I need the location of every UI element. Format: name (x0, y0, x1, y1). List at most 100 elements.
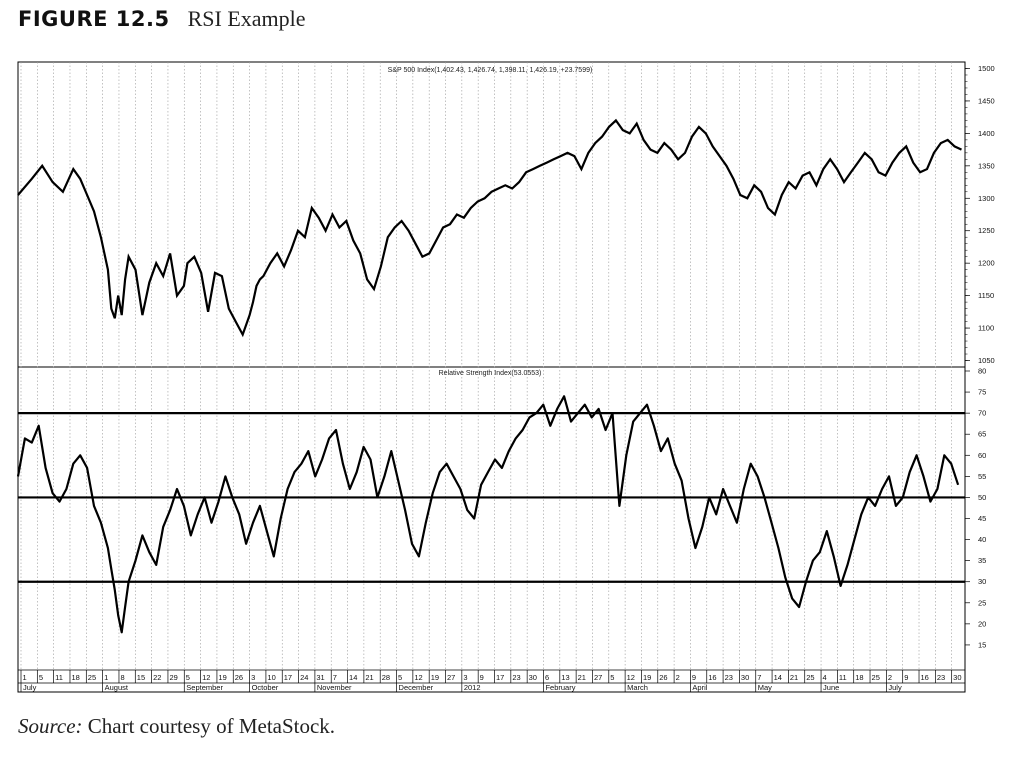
x-tick-label: 29 (169, 673, 177, 682)
y-tick-label: 1050 (978, 356, 995, 365)
month-label: September (186, 683, 223, 692)
x-tick-label: 27 (447, 673, 455, 682)
x-tick-label: 4 (823, 673, 827, 682)
y-tick-label: 1400 (978, 129, 995, 138)
y-tick-label: 75 (978, 388, 986, 397)
month-label: July (888, 683, 902, 692)
x-tick-label: 19 (643, 673, 651, 682)
x-tick-label: 23 (937, 673, 945, 682)
x-tick-label: 30 (953, 673, 961, 682)
month-label: March (627, 683, 648, 692)
x-tick-label: 25 (88, 673, 96, 682)
rsi-chart: 1050110011501200125013001350140014501500… (16, 61, 995, 693)
x-tick-label: 12 (627, 673, 635, 682)
rsi-chart-title: Relative Strength Index(53.0553) (439, 370, 542, 377)
x-tick-label: 5 (610, 673, 614, 682)
x-tick-label: 10 (267, 673, 275, 682)
y-tick-label: 1350 (978, 161, 995, 170)
x-tick-label: 17 (496, 673, 504, 682)
y-tick-label: 1500 (978, 64, 995, 73)
x-tick-label: 22 (153, 673, 161, 682)
x-tick-label: 26 (235, 673, 243, 682)
x-tick-label: 18 (855, 673, 863, 682)
y-tick-label: 1250 (978, 226, 995, 235)
month-label: December (399, 683, 434, 692)
month-label: April (692, 683, 707, 692)
x-tick-label: 16 (708, 673, 716, 682)
month-label: November (317, 683, 352, 692)
y-tick-label: 15 (978, 640, 986, 649)
x-tick-label: 26 (659, 673, 667, 682)
y-tick-label: 80 (978, 367, 986, 376)
x-tick-label: 21 (578, 673, 586, 682)
month-label: June (823, 683, 839, 692)
x-tick-label: 21 (790, 673, 798, 682)
month-label: October (252, 683, 279, 692)
x-tick-label: 2 (676, 673, 680, 682)
x-axis: 1 5 11 18 25 1 8 15 22 29 5 12 19 26 3 10 17 24 31 7 14 21 28 5… (18, 669, 965, 692)
x-tick-label: 9 (480, 673, 484, 682)
month-label: February (545, 683, 575, 692)
y-tick-label: 1450 (978, 96, 995, 105)
month-label: July (23, 683, 37, 692)
x-tick-label: 30 (741, 673, 749, 682)
x-tick-label: 15 (137, 673, 145, 682)
rsi-series-line (16, 395, 960, 634)
x-tick-label: 6 (545, 673, 549, 682)
x-tick-label: 5 (398, 673, 402, 682)
source-text: Chart courtesy of MetaStock. (87, 714, 336, 738)
x-tick-label: 1 (104, 673, 108, 682)
x-tick-label: 11 (55, 673, 63, 682)
price-y-axis: 1050 1100 1150 1200 1250 1300 1350 1400 1450 1500 (965, 64, 995, 365)
y-tick-label: 50 (978, 493, 986, 502)
x-tick-label: 1 (23, 673, 27, 682)
y-tick-label: 25 (978, 598, 986, 607)
y-tick-label: 70 (978, 409, 986, 418)
x-tick-label: 28 (382, 673, 390, 682)
rsi-reference-lines (18, 412, 965, 583)
x-tick-label: 19 (218, 673, 226, 682)
x-tick-label: 24 (300, 673, 308, 682)
x-tick-label: 16 (921, 673, 929, 682)
x-tick-label: 30 (529, 673, 537, 682)
y-tick-label: 1100 (978, 324, 994, 333)
x-tick-label: 17 (284, 673, 292, 682)
y-tick-label: 40 (978, 535, 986, 544)
price-series-line (17, 118, 962, 338)
x-tick-label: 9 (692, 673, 696, 682)
x-tick-label: 9 (904, 673, 908, 682)
x-tick-label: 5 (39, 673, 43, 682)
figure-source: Source: Chart courtesy of MetaStock. (18, 714, 335, 739)
x-tick-label: 11 (839, 673, 847, 682)
y-tick-label: 45 (978, 514, 986, 523)
x-tick-label: 13 (561, 673, 569, 682)
x-tick-label: 14 (349, 673, 357, 682)
y-tick-label: 35 (978, 556, 986, 565)
y-tick-label: 65 (978, 430, 986, 439)
y-tick-label: 30 (978, 577, 986, 586)
y-tick-label: 60 (978, 451, 986, 460)
x-tick-label: 3 (463, 673, 467, 682)
month-label: August (105, 683, 129, 692)
rsi-panel-frame (17, 366, 966, 693)
y-tick-label: 1150 (978, 291, 994, 300)
x-tick-label: 31 (316, 673, 324, 682)
x-tick-label: 23 (725, 673, 733, 682)
y-tick-label: 1300 (978, 194, 995, 203)
x-tick-label: 12 (414, 673, 422, 682)
x-tick-label: 8 (120, 673, 124, 682)
month-label: 2012 (464, 683, 481, 692)
y-tick-label: 20 (978, 619, 986, 628)
price-panel-frame (17, 61, 966, 368)
rsi-y-axis: 15 20 25 30 35 40 45 50 55 60 65 70 75 80 (965, 367, 986, 649)
x-tick-label: 2 (888, 673, 892, 682)
figure-heading: FIGURE 12.5 RSI Example (18, 6, 306, 36)
x-tick-label: 14 (774, 673, 782, 682)
y-tick-label: 1200 (978, 259, 995, 268)
x-tick-label: 23 (512, 673, 520, 682)
month-label: May (758, 683, 772, 692)
figure-number: FIGURE 12.5 (18, 7, 170, 31)
x-tick-label: 27 (594, 673, 602, 682)
x-tick-label: 7 (333, 673, 337, 682)
vertical-gridlines (20, 62, 952, 670)
